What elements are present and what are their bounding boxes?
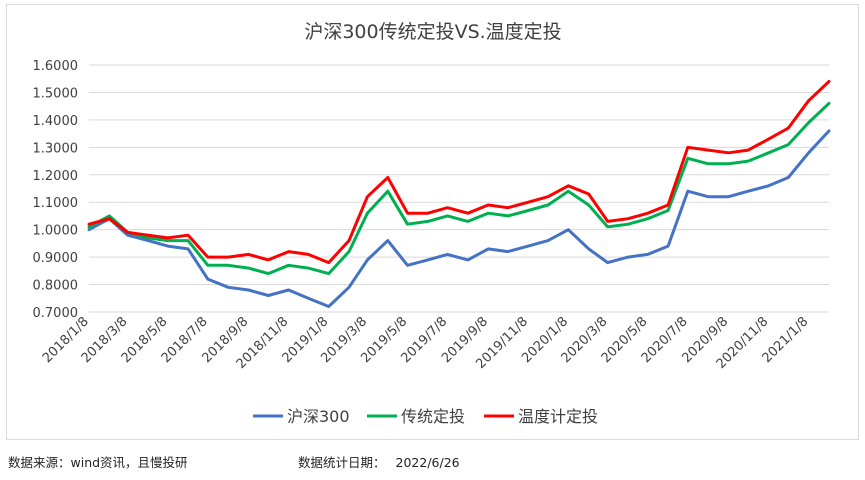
y-tick-label: 1.5000 — [33, 86, 79, 101]
y-tick-label: 1.3000 — [33, 141, 79, 156]
data-source-note: 数据来源：wind资讯，且慢投研 — [8, 455, 188, 470]
legend-label: 传统定投 — [401, 407, 465, 426]
y-tick-label: 1.6000 — [33, 59, 79, 74]
y-tick-label: 0.9000 — [33, 251, 79, 266]
series-lines — [87, 80, 831, 308]
series-line-1 — [87, 129, 831, 308]
y-tick-label: 1.1000 — [33, 196, 79, 211]
legend: 沪深300 传统定投 温度计定投 — [253, 407, 598, 426]
y-tick-label: 1.0000 — [33, 224, 79, 239]
y-axis-labels: 0.7000 0.8000 0.9000 1.0000 1.1000 1.2000 1.30… — [33, 59, 79, 321]
series-line-2 — [87, 101, 831, 276]
legend-label: 沪深300 — [287, 407, 350, 426]
grid-lines — [89, 64, 829, 313]
y-tick-label: 0.8000 — [33, 279, 79, 294]
y-tick-label: 1.4000 — [33, 114, 79, 129]
y-tick-label: 1.2000 — [33, 169, 79, 184]
legend-label: 温度计定投 — [518, 407, 598, 426]
x-axis-labels: 2018/1/82018/3/82018/5/82018/7/82018/9/8… — [40, 314, 812, 372]
line-chart: 沪深300传统定投VS.温度定投 0.7000 0.8000 0.9000 1.000… — [33, 21, 831, 426]
y-tick-label: 0.7000 — [33, 306, 79, 321]
chart-title: 沪深300传统定投VS.温度定投 — [304, 21, 561, 43]
series-line-3 — [87, 80, 831, 265]
stat-date-note: 数据统计日期： 2022/6/26 — [298, 452, 460, 471]
stat-date-label: 数据统计日期： — [298, 455, 386, 470]
stat-date-value: 2022/6/26 — [395, 455, 460, 470]
chart-frame: 沪深300传统定投VS.温度定投 0.7000 0.8000 0.9000 1.000… — [6, 4, 859, 440]
